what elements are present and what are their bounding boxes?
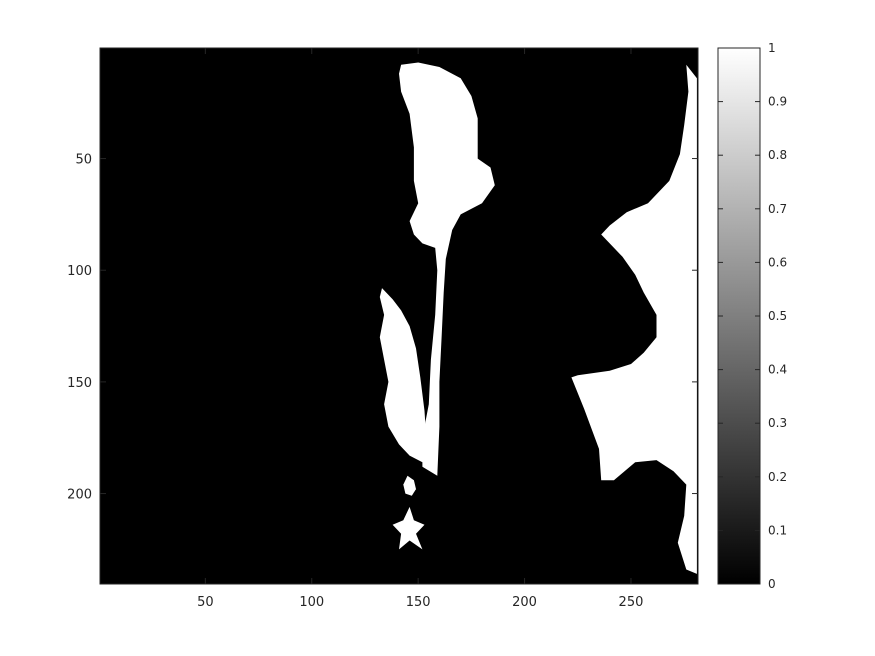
x-tick-label: 250: [619, 595, 644, 610]
y-tick-label: 100: [67, 264, 92, 279]
image-axes-frame: [99, 47, 699, 585]
image-white-regions: [379, 62, 697, 574]
x-tick-label: 100: [299, 595, 324, 610]
y-tick-label: 150: [67, 376, 92, 391]
y-tick-label: 50: [75, 153, 92, 168]
colorbar-tick-label: 0.4: [768, 363, 787, 377]
x-tick-label: 200: [512, 595, 537, 610]
colorbar-tick-label: 0: [768, 577, 776, 591]
colorbar-tick-label: 0.7: [768, 202, 787, 216]
colorbar-ticks: 0 0.1 0.2 0.3 0.4 0.5 0.6 0.7 0.8 0.9 1: [718, 41, 787, 591]
colorbar-tick-label: 0.6: [768, 255, 787, 269]
y-axis: 50 100 150 200: [67, 153, 698, 503]
colorbar-tick-label: 0.1: [768, 523, 787, 537]
x-tick-label: 150: [406, 595, 431, 610]
colorbar-tick-label: 1: [768, 41, 776, 55]
colorbar: 0 0.1 0.2 0.3 0.4 0.5 0.6 0.7 0.8 0.9 1: [717, 41, 787, 591]
y-tick-label: 200: [67, 488, 92, 503]
white-region-pendant: [403, 475, 416, 496]
colorbar-tick-label: 0.9: [768, 95, 787, 109]
white-region-right-figure: [571, 64, 697, 574]
colorbar-tick-label: 0.5: [768, 309, 787, 323]
colorbar-tick-label: 0.3: [768, 416, 787, 430]
colorbar-gradient: [717, 47, 761, 585]
image-axes: 50 100 150 200 250 50 100 150 200: [67, 47, 699, 610]
white-region-face: [399, 62, 495, 476]
white-region-star: [392, 506, 425, 550]
x-tick-label: 50: [197, 595, 214, 610]
colorbar-tick-label: 0.2: [768, 470, 787, 484]
colorbar-tick-label: 0.8: [768, 148, 787, 162]
x-axis: 50 100 150 200 250: [197, 48, 643, 610]
white-region-hand: [379, 288, 427, 463]
